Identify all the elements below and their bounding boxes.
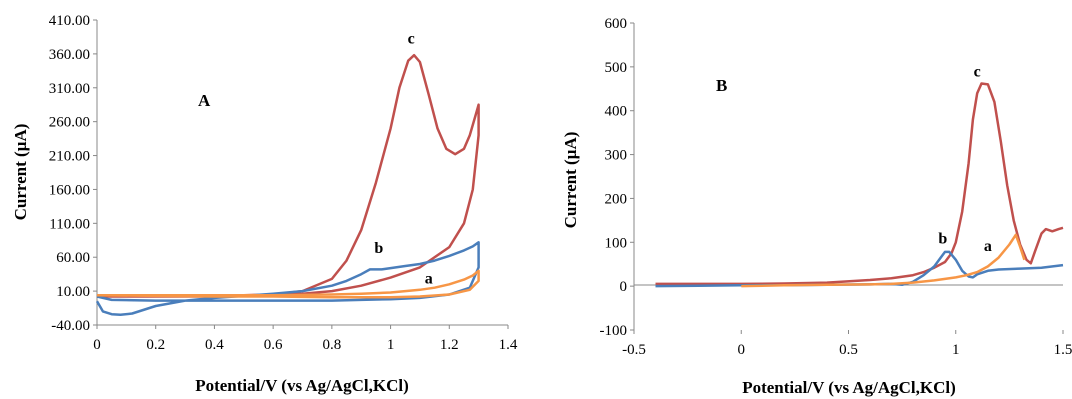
y-tick-label: 200 [605, 191, 628, 207]
series-layer: c b a [655, 64, 1064, 288]
x-axis-title: Potential/V (vs Ag/AgCl,KCl) [742, 378, 956, 397]
series-label-c: c [408, 31, 415, 48]
panel-label: B [716, 76, 727, 95]
series-layer: c b a [95, 31, 480, 317]
y-tick-label: 0 [620, 279, 628, 295]
y-tick-label: 100 [605, 235, 628, 251]
series-label-b: b [938, 231, 947, 248]
y-tick-label: 410.00 [49, 13, 90, 29]
y-tick-labels: -40.00 10.00 60.00 110.00 160.00 210.00 260.00… [49, 13, 97, 334]
y-tick-label: 60.00 [56, 250, 90, 266]
x-tick-label: 1.5 [1054, 342, 1072, 358]
x-tick-label: 1 [387, 337, 395, 353]
chart-panel-a: -40.00 10.00 60.00 110.00 160.00 210.00 260.00… [11, 13, 518, 395]
x-tick-label: 0 [93, 337, 101, 353]
y-tick-label: 300 [605, 148, 628, 164]
x-tick-label: 1.2 [440, 337, 459, 353]
x-tick-labels: 0 0.2 0.4 0.6 0.8 1 1.2 1.4 [93, 325, 518, 353]
y-tick-label: 160.00 [49, 182, 90, 198]
x-tick-label: 0 [738, 342, 746, 358]
series-label-a: a [425, 271, 433, 288]
panel-label: A [198, 91, 211, 110]
series-line-c [96, 53, 480, 298]
y-tick-label: -40.00 [51, 318, 90, 334]
x-tick-labels: -0.5 0 0.5 1 1.5 [622, 330, 1072, 358]
chart-panel-b: -100 0 100 200 300 400 500 600 -0.5 0 0.5 1 1.5 c b a… [561, 16, 1072, 397]
x-tick-label: 1 [952, 342, 960, 358]
series-label-a: a [984, 238, 992, 255]
y-axis-title: Current (µA) [561, 132, 580, 229]
series-line-b [95, 241, 480, 317]
series-line-a [96, 269, 480, 299]
y-axis-title: Current (µA) [11, 124, 30, 221]
x-tick-label: 1.4 [499, 337, 518, 353]
series-line-a [741, 233, 1026, 288]
x-tick-label: 0.4 [205, 337, 224, 353]
x-tick-label: 0.6 [264, 337, 283, 353]
x-tick-label: 0.5 [839, 342, 858, 358]
x-axis-title: Potential/V (vs Ag/AgCl,KCl) [195, 376, 409, 395]
y-tick-label: 400 [605, 104, 628, 120]
x-tick-label: -0.5 [622, 342, 646, 358]
series-label-b: b [374, 240, 383, 257]
y-tick-label: 110.00 [49, 216, 90, 232]
y-tick-label: 360.00 [49, 47, 90, 63]
y-tick-label: 500 [605, 60, 628, 76]
y-tick-label: 260.00 [49, 115, 90, 131]
y-tick-label: 10.00 [56, 284, 90, 300]
y-tick-label: -100 [600, 323, 628, 339]
x-tick-label: 0.2 [146, 337, 165, 353]
series-label-c: c [974, 64, 981, 81]
x-tick-label: 0.8 [322, 337, 341, 353]
y-tick-label: 600 [605, 16, 628, 32]
y-tick-labels: -100 0 100 200 300 400 500 600 [600, 16, 634, 339]
series-line-c [655, 82, 1064, 286]
y-tick-label: 310.00 [49, 81, 90, 97]
y-tick-label: 210.00 [49, 149, 90, 165]
